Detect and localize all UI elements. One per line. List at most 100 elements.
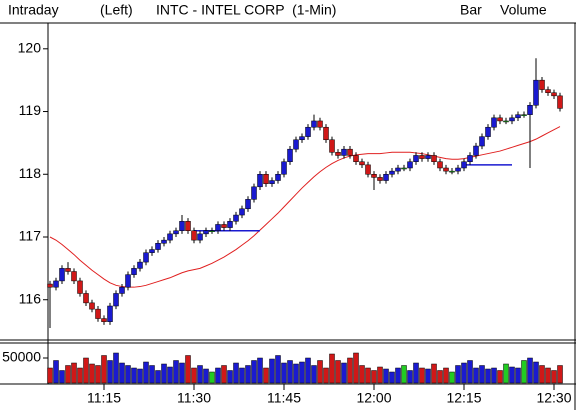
style-label[interactable]: Bar [460,2,482,18]
candle-body [251,186,257,200]
volume-bar [185,355,191,384]
candle-body [95,308,101,319]
candle-body [539,79,545,90]
candle-body [431,155,437,162]
volume-bar [449,371,455,384]
volume-bar [407,370,413,384]
volume-bar [233,362,239,384]
candle-body [221,224,227,228]
volume-bar [365,367,371,384]
volume-bar [485,368,491,384]
volume-bar [95,365,101,384]
candle-body [119,286,125,294]
volume-bar [173,360,179,384]
volume-bar [317,360,323,384]
candle-body [245,199,251,210]
volume-bar [353,352,359,384]
candle-body [149,249,155,253]
candle-body [533,79,539,106]
volume-bar [521,360,527,384]
candle-body [545,89,551,93]
candle-body [305,126,311,137]
candle-body [377,177,383,181]
candle-body [473,145,479,156]
y-tick-label: 118 [19,165,42,181]
volume-bar [101,355,107,384]
candle-body [497,117,503,122]
volume-bar [551,370,557,384]
volume-bar [221,365,227,384]
y-tick-label: 50000 [2,349,41,365]
volume-bar [431,363,437,384]
candle-body [179,221,185,231]
candle-body [215,224,221,231]
candle-body [347,148,353,156]
candle-body [557,95,563,109]
volume-bar [557,365,563,384]
candle-body [275,174,281,181]
volume-bar [437,370,443,384]
candle-body [269,180,275,184]
volume-bar [527,357,533,384]
candle-body [53,280,59,288]
candle-body [239,208,245,216]
candle-body [65,268,71,272]
volume-bar [251,360,257,384]
x-tick-label: 11:15 [87,390,121,406]
candle-body [407,161,413,169]
study-label[interactable]: Volume [500,2,547,18]
candle-body [155,243,161,250]
volume-bar [491,367,497,384]
volume-bar [143,361,149,384]
volume-bar [125,365,131,384]
volume-bar [119,362,125,384]
x-tick-label: 12:15 [446,390,481,406]
candle-body [401,167,407,170]
candle-body [485,126,491,137]
candle-body [317,120,323,128]
candle-body [233,214,239,222]
candle-body [77,280,83,294]
volume-bar [71,362,77,384]
candle-body [455,167,461,172]
volume-bar [359,365,365,384]
candle-body [173,230,179,235]
candle-body [515,114,521,119]
mode-label[interactable]: Intraday [8,2,59,18]
volume-bar [59,370,65,384]
volume-bar [473,367,479,384]
candle-body [137,261,143,269]
candle-body [509,117,515,122]
volume-bar [533,361,539,384]
volume-bar [311,365,317,384]
candle-body [227,221,233,228]
candle-body [443,167,449,172]
candle-body [59,268,65,282]
x-tick-label: 12:30 [536,390,571,406]
volume-bar [215,367,221,384]
volume-bar [239,367,245,384]
candle-body [479,136,485,147]
volume-bar [371,370,377,384]
candle-body [107,305,113,322]
volume-bar [47,367,53,384]
volume-bar [425,368,431,384]
volume-bar [257,357,263,384]
candle-body [281,161,287,175]
candle-body [413,155,419,162]
volume-bar [509,366,515,384]
candle-body [389,170,395,175]
volume-bar [77,367,83,384]
volume-bar [329,353,335,384]
volume-bar [53,360,59,384]
volume-bar [167,366,173,384]
axis-side[interactable]: (Left) [100,2,133,18]
candle-body [359,161,365,166]
volume-bar [305,357,311,384]
candle-body [143,252,149,263]
candle-body [299,136,305,141]
candle-body [131,268,137,275]
candle-body [353,155,359,162]
